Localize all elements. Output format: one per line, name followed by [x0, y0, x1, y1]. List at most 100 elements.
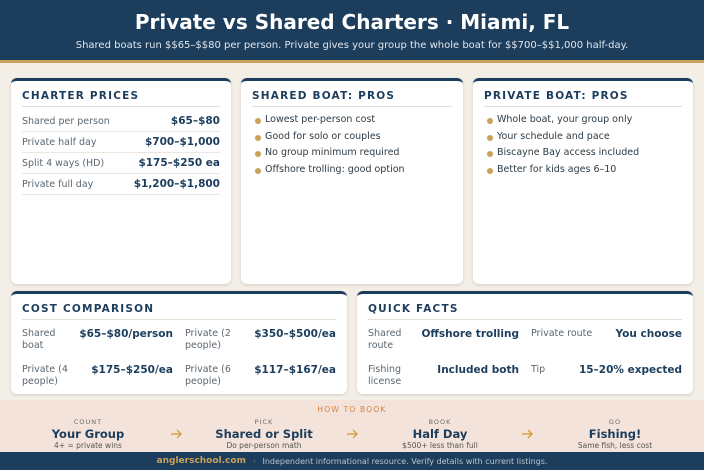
fact-label: Shared route [368, 328, 402, 351]
pro-item: Good for solo or couples [255, 130, 381, 142]
price-value: $1,200–$1,800 [133, 178, 220, 190]
arrow [347, 429, 359, 439]
how-to-book [0, 400, 704, 452]
pro-text: Better for kids ages 6–10 [497, 164, 617, 176]
price-value: $65–$80 [170, 115, 220, 127]
step-note: Do per-person math [226, 441, 302, 450]
card-title: SHARED BOAT: PROS [252, 90, 396, 102]
book-step: BOOK Half Day $500+ less than full [365, 418, 515, 450]
pro-text: Whole boat, your group only [497, 114, 633, 125]
pro-text: No group minimum required [265, 147, 400, 159]
fact-cell: Private route You choose [531, 328, 682, 341]
bullet [487, 118, 493, 124]
fact-cell: Private (6 people) $117–$167/ea [185, 364, 336, 388]
step-title: Shared or Split [215, 427, 313, 441]
footer-site: anglerschool.com [156, 456, 246, 466]
card-title: COST COMPARISON [22, 303, 155, 315]
price-row: Shared per person $65–$80 [22, 111, 220, 132]
card-rule [484, 106, 682, 107]
subtitle: Shared boats run $$65–$$80 per person. P… [75, 40, 629, 51]
fact-value: $117–$167/ea [254, 364, 336, 376]
arrow [171, 429, 183, 439]
card-rule [252, 106, 452, 107]
quick-facts-card: QUICK FACTS Shared route Offshore trolling… [357, 291, 693, 394]
book-step: COUNT Your Group 4+ = private wins [13, 418, 163, 450]
price-label: Private half day [22, 136, 97, 148]
fact-cell: Shared route Offshore trolling [368, 328, 519, 352]
fact-label: Private (6 people) [185, 364, 231, 387]
fact-label: Tip [531, 364, 546, 375]
footer-note: Independent informational resource. Veri… [262, 456, 548, 466]
pro-item: No group minimum required [255, 147, 400, 159]
bullet [255, 118, 261, 124]
fact-value: $350–$500/ea [254, 328, 336, 340]
book-step: PICK Shared or Split Do per-person math [189, 418, 339, 450]
pro-item: Lowest per-person cost [255, 114, 376, 125]
arrow-group [171, 429, 534, 439]
fact-value: Offshore trolling [421, 328, 519, 340]
fact-value: $175–$250/ea [91, 364, 173, 376]
how-to-book-title: HOW TO BOOK [317, 405, 387, 414]
card-rule [22, 319, 336, 320]
arrow [522, 429, 534, 439]
private-pros-card: PRIVATE BOAT: PROS Whole boat, your group… [473, 78, 693, 284]
pro-text: Good for solo or couples [265, 130, 381, 142]
fact-value: Included both [437, 364, 519, 376]
bullet [487, 168, 493, 175]
fact-label: Private route [531, 328, 593, 339]
pro-text: Lowest per-person cost [265, 114, 376, 125]
price-row: Private full day $1,200–$1,800 [22, 174, 220, 195]
title: Private vs Shared Charters · Miami, FL [134, 10, 570, 34]
bullet [487, 134, 493, 141]
header [0, 0, 704, 63]
step-label: PICK [254, 418, 274, 426]
step-label: BOOK [428, 418, 452, 426]
pro-item: Your schedule and pace [487, 130, 610, 142]
shared-pros-card: SHARED BOAT: PROS Lowest per-person cost G… [241, 78, 463, 284]
card-title: CHARTER PRICES [22, 90, 140, 102]
fact-value: 15–20% expected [578, 364, 682, 376]
step-title: Your Group [51, 427, 125, 441]
card-title: PRIVATE BOAT: PROS [484, 90, 629, 102]
cost-comparison-card: COST COMPARISON Shared boat $65–$80/person… [11, 291, 347, 394]
step-label: GO [608, 418, 622, 426]
fact-cell: Private (4 people) $175–$250/ea [22, 364, 173, 388]
card-title: QUICK FACTS [368, 303, 459, 315]
card-rule [368, 319, 682, 320]
fact-label: Private (4 people) [22, 364, 68, 387]
price-label: Shared per person [22, 115, 110, 127]
price-value: $700–$1,000 [145, 136, 220, 148]
book-step: GO Fishing! Same fish, less cost [540, 418, 690, 450]
bullet [255, 151, 261, 158]
pro-item: Offshore trolling: good option [255, 164, 405, 176]
step-note: $500+ less than full [402, 441, 478, 450]
price-label: Private full day [22, 178, 94, 190]
step-note: Same fish, less cost [577, 441, 653, 450]
pro-item: Better for kids ages 6–10 [487, 164, 617, 176]
charter-prices-card: CHARTER PRICES Shared per person $65–$80 Pr… [11, 78, 231, 284]
fact-value: $65–$80/person [79, 328, 173, 340]
step-title: Half Day [412, 427, 468, 441]
step-note: 4+ = private wins [54, 441, 122, 450]
footer-separator: · [252, 456, 256, 466]
pro-text: Biscayne Bay access included [497, 147, 640, 159]
fact-cell: Tip 15–20% expected [531, 364, 682, 377]
bullet [487, 151, 493, 158]
pro-text: Offshore trolling: good option [265, 164, 405, 176]
fact-cell: Shared boat $65–$80/person [22, 328, 173, 352]
pro-text: Your schedule and pace [497, 130, 610, 142]
fact-label: Fishing license [368, 364, 402, 387]
price-value: $175–$250 ea [138, 157, 220, 169]
arrows [171, 429, 534, 439]
price-label: Split 4 ways (HD) [22, 157, 105, 169]
bullet [255, 134, 261, 141]
pro-item: Whole boat, your group only [487, 114, 633, 125]
card-rule [22, 106, 220, 107]
bullet [255, 168, 261, 175]
fact-label: Shared boat [22, 328, 56, 351]
step-title: Fishing! [588, 427, 642, 441]
price-row: Split 4 ways (HD) $175–$250 ea [22, 153, 220, 174]
fact-cell: Private (2 people) $350–$500/ea [185, 328, 336, 352]
fact-cell: Fishing license Included both [368, 364, 519, 388]
